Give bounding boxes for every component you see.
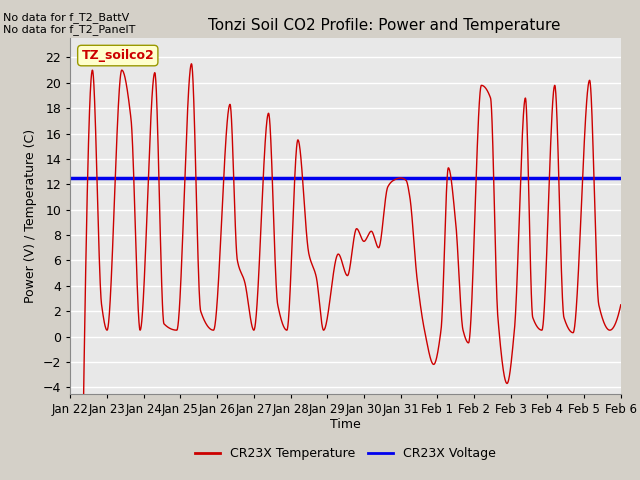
Text: No data for f_T2_PanelT: No data for f_T2_PanelT <box>3 24 136 35</box>
Legend: CR23X Temperature, CR23X Voltage: CR23X Temperature, CR23X Voltage <box>190 443 501 466</box>
Text: No data for f_T2_BattV: No data for f_T2_BattV <box>3 12 129 23</box>
Text: TZ_soilco2: TZ_soilco2 <box>81 49 154 62</box>
X-axis label: Time: Time <box>330 419 361 432</box>
Title: Tonzi Soil CO2 Profile: Power and Temperature: Tonzi Soil CO2 Profile: Power and Temper… <box>208 18 561 33</box>
Y-axis label: Power (V) / Temperature (C): Power (V) / Temperature (C) <box>24 129 38 303</box>
